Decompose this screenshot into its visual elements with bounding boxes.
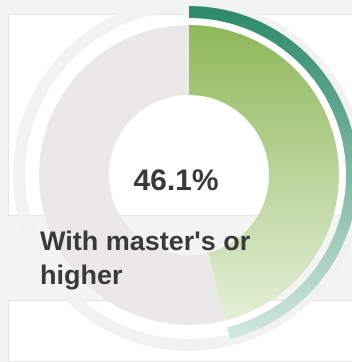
donut-chart xyxy=(13,0,352,351)
donut-slice-masters xyxy=(189,25,340,321)
center-value: 46.1% xyxy=(133,164,219,197)
donut-slice-other xyxy=(39,25,226,325)
donut-ring-masters xyxy=(188,6,352,339)
chart-caption: With master's or higher xyxy=(40,226,251,290)
outer-track xyxy=(13,0,352,351)
